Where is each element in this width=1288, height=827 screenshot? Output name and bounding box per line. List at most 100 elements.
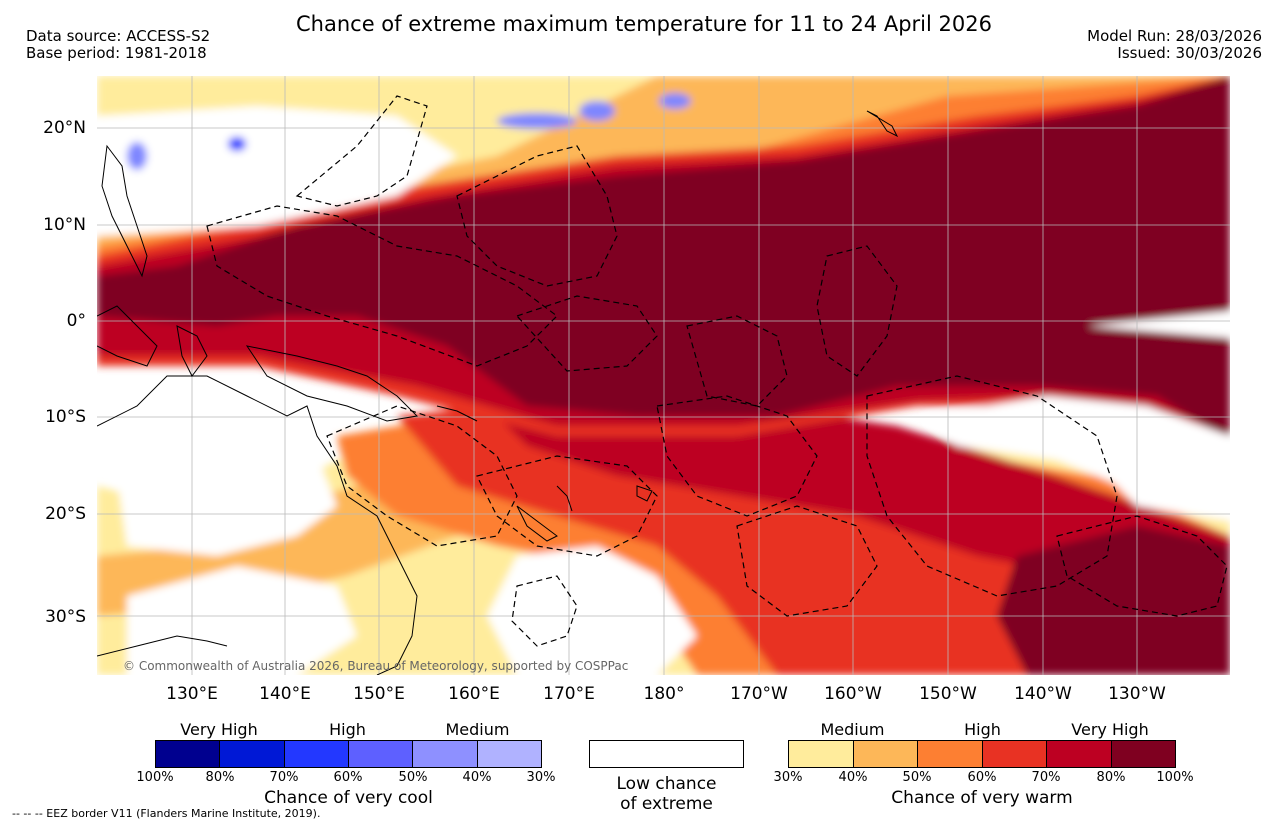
cool-30-40-patch-north [497, 113, 577, 129]
lat-label-20n: 20°N [43, 118, 86, 138]
warm-tick-100: 100% [1156, 770, 1194, 785]
cool-tick-50: 50% [398, 770, 428, 785]
coastline-australia [97, 375, 418, 675]
warm-swatch-1 [789, 741, 854, 767]
eez-border-micronesia [295, 95, 428, 207]
warm-tick-50: 50% [902, 770, 932, 785]
base-period-label: Base period: 1981-2018 [26, 44, 207, 62]
warm-tick-60: 60% [967, 770, 997, 785]
eez-border-phoenix [515, 295, 658, 372]
low-chance-equatorial-gap [1087, 311, 1230, 338]
coastline-new-caledonia [516, 505, 558, 542]
cool-tick-70: 70% [269, 770, 299, 785]
eez-border-coral-sea [326, 405, 518, 547]
lat-label-0: 0° [66, 311, 86, 331]
lon-label-170e: 170°E [543, 684, 595, 704]
lat-label-10s: 10°S [45, 407, 86, 427]
cool-60-70-patch [228, 137, 246, 151]
cool-tick-60: 60% [333, 770, 363, 785]
lon-label-150e: 150°E [353, 684, 405, 704]
warm-category-very-high: Very High [1071, 720, 1149, 739]
cool-category-very-high: Very High [180, 720, 258, 739]
cool-30-40-patch-northeast [579, 101, 615, 121]
eez-border-french-polynesia [866, 375, 1118, 597]
lon-label-130e: 130°E [166, 684, 218, 704]
eez-border-equatorial [206, 205, 558, 367]
eez-border-cook-islands [736, 505, 878, 617]
lat-label-30s: 30°S [45, 607, 86, 627]
warm-legend-title: Chance of very warm [891, 788, 1073, 808]
low-chance-swatch-fill [590, 741, 743, 767]
model-run-label: Model Run: 28/03/2026 [1087, 27, 1262, 45]
eez-border-note: -- -- -- EEZ border V11 (Flanders Marine… [12, 807, 321, 820]
eez-border-tokelau [686, 315, 788, 407]
warm-swatch-3 [918, 741, 983, 767]
very-warm-80-100-band [97, 76, 1230, 441]
eez-borders [206, 95, 1228, 647]
lat-label-20s: 20°S [45, 504, 86, 524]
lat-label-10n: 10°N [43, 215, 86, 235]
lon-label-170w: 170°W [730, 684, 788, 704]
cool-tick-80: 80% [205, 770, 235, 785]
copyright-credit: © Commonwealth of Australia 2026, Bureau… [123, 659, 629, 673]
coastline-new-guinea [245, 345, 419, 422]
issued-label: Issued: 30/03/2026 [1117, 44, 1262, 62]
cool-swatch-4 [348, 741, 414, 767]
cool-category-medium: Medium [445, 720, 510, 739]
lon-label-160w: 160°W [824, 684, 882, 704]
low-chance-title-line1: Low chance [616, 774, 717, 794]
low-chance-title-line2: of extreme [620, 794, 713, 814]
low-chance-south-region [487, 546, 697, 675]
low-chance-east-region [1097, 446, 1230, 521]
warm-colorbar [788, 740, 1176, 768]
coastline-philippines [101, 144, 148, 278]
eez-border-kermadec [511, 575, 578, 647]
lon-label-180: 180° [643, 684, 685, 704]
coastlines [97, 110, 899, 675]
eez-border-southeast [1056, 515, 1228, 617]
cool-30-40-patch-pacific [659, 93, 691, 109]
very-warm-southeast-region [997, 526, 1230, 675]
coastline-fiji [636, 485, 653, 502]
map-title: Chance of extreme maximum temperature fo… [296, 12, 992, 36]
warm-swatch-6 [1111, 741, 1175, 767]
lon-label-150w: 150°W [919, 684, 977, 704]
cool-tick-40: 40% [462, 770, 492, 785]
low-chance-northwest-region [97, 106, 457, 236]
warm-swatch-2 [853, 741, 918, 767]
warm-tick-30: 30% [773, 770, 803, 785]
low-chance-west-region [127, 566, 357, 675]
eez-border-line-islands [816, 245, 898, 377]
lon-label-160e: 160°E [448, 684, 500, 704]
warm-swatch-4 [982, 741, 1047, 767]
eez-border-tonga-samoa [656, 395, 818, 517]
coastline-hawaii [866, 110, 899, 138]
eez-border-south-pacific [476, 455, 658, 557]
cool-legend-title: Chance of very cool [264, 788, 433, 808]
forecast-map [97, 76, 1230, 675]
lon-label-130w: 130°W [1108, 684, 1166, 704]
warm-tick-40: 40% [838, 770, 868, 785]
cool-swatch-6 [477, 741, 541, 767]
warm-tick-80: 80% [1096, 770, 1126, 785]
cool-tick-100: 100% [136, 770, 174, 785]
lon-label-140w: 140°W [1014, 684, 1072, 704]
graticule [97, 76, 1230, 675]
cool-colorbar [155, 740, 542, 768]
eez-border-central-pacific [456, 145, 618, 287]
cool-tick-30: 30% [526, 770, 556, 785]
low-chance-swatch [589, 740, 744, 768]
cool-swatch-1 [156, 741, 221, 767]
cool-category-high: High [329, 720, 366, 739]
warm-tick-70: 70% [1031, 770, 1061, 785]
coastline-solomons-vanuatu [436, 405, 573, 512]
cool-swatch-5 [413, 741, 478, 767]
cool-30-40-patch-philippines [127, 142, 147, 170]
low-chance-australia-region [117, 436, 337, 556]
cool-swatch-2 [220, 741, 285, 767]
lon-label-140e: 140°E [259, 684, 311, 704]
warm-category-high: High [964, 720, 1001, 739]
probability-field [97, 76, 1230, 675]
data-source-label: Data source: ACCESS-S2 [26, 27, 211, 45]
warm-swatch-5 [1047, 741, 1112, 767]
